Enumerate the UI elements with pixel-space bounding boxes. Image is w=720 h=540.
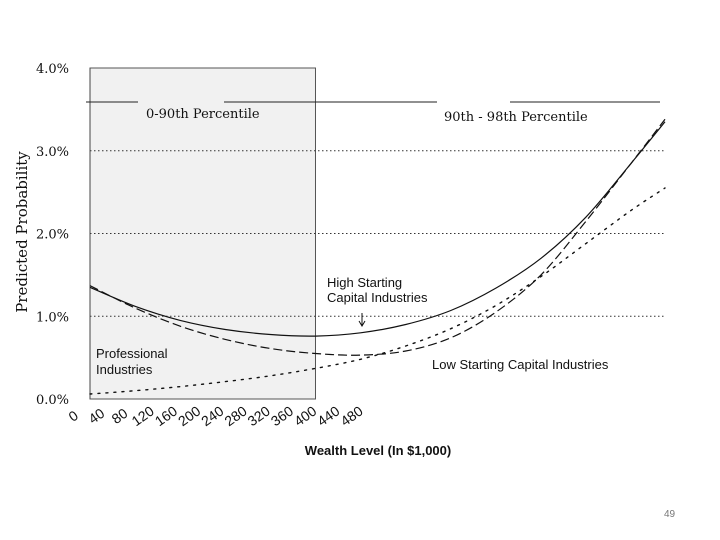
y-tick-label: 3.0% bbox=[36, 145, 69, 160]
annotation-high-capital-line1: High Starting bbox=[327, 275, 402, 290]
series-line-low-capital bbox=[89, 187, 666, 395]
y-tick-labels: 0.0% 1.0% 2.0% 3.0% 4.0% bbox=[36, 62, 69, 408]
region-label-0-90: 0-90th Percentile bbox=[146, 107, 260, 122]
y-tick-label: 0.0% bbox=[36, 393, 69, 408]
x-tick-label: 0 bbox=[65, 407, 81, 425]
y-tick-label: 1.0% bbox=[36, 310, 69, 325]
annotation-low-capital: Low Starting Capital Industries bbox=[432, 357, 609, 372]
annotation-professional-line2: Industries bbox=[96, 362, 153, 377]
annotation-professional-line1: Professional bbox=[96, 346, 168, 361]
series-line-professional bbox=[89, 118, 666, 356]
region-label-90-98: 90th - 98th Percentile bbox=[444, 110, 588, 125]
y-tick-label: 4.0% bbox=[36, 62, 69, 77]
y-tick-label: 2.0% bbox=[36, 228, 69, 243]
series-layer bbox=[89, 118, 666, 395]
x-tick-label: 480 bbox=[337, 403, 365, 430]
x-tick-label: 40 bbox=[85, 405, 107, 427]
y-axis-label: Predicted Probability bbox=[13, 151, 31, 313]
series-line-high-capital bbox=[89, 121, 666, 337]
x-axis-label: Wealth Level (In $1,000) bbox=[305, 443, 451, 458]
annotation-high-capital-line2: Capital Industries bbox=[327, 290, 428, 305]
page-number: 49 bbox=[664, 509, 676, 520]
annotation-arrow-head bbox=[358, 320, 366, 327]
